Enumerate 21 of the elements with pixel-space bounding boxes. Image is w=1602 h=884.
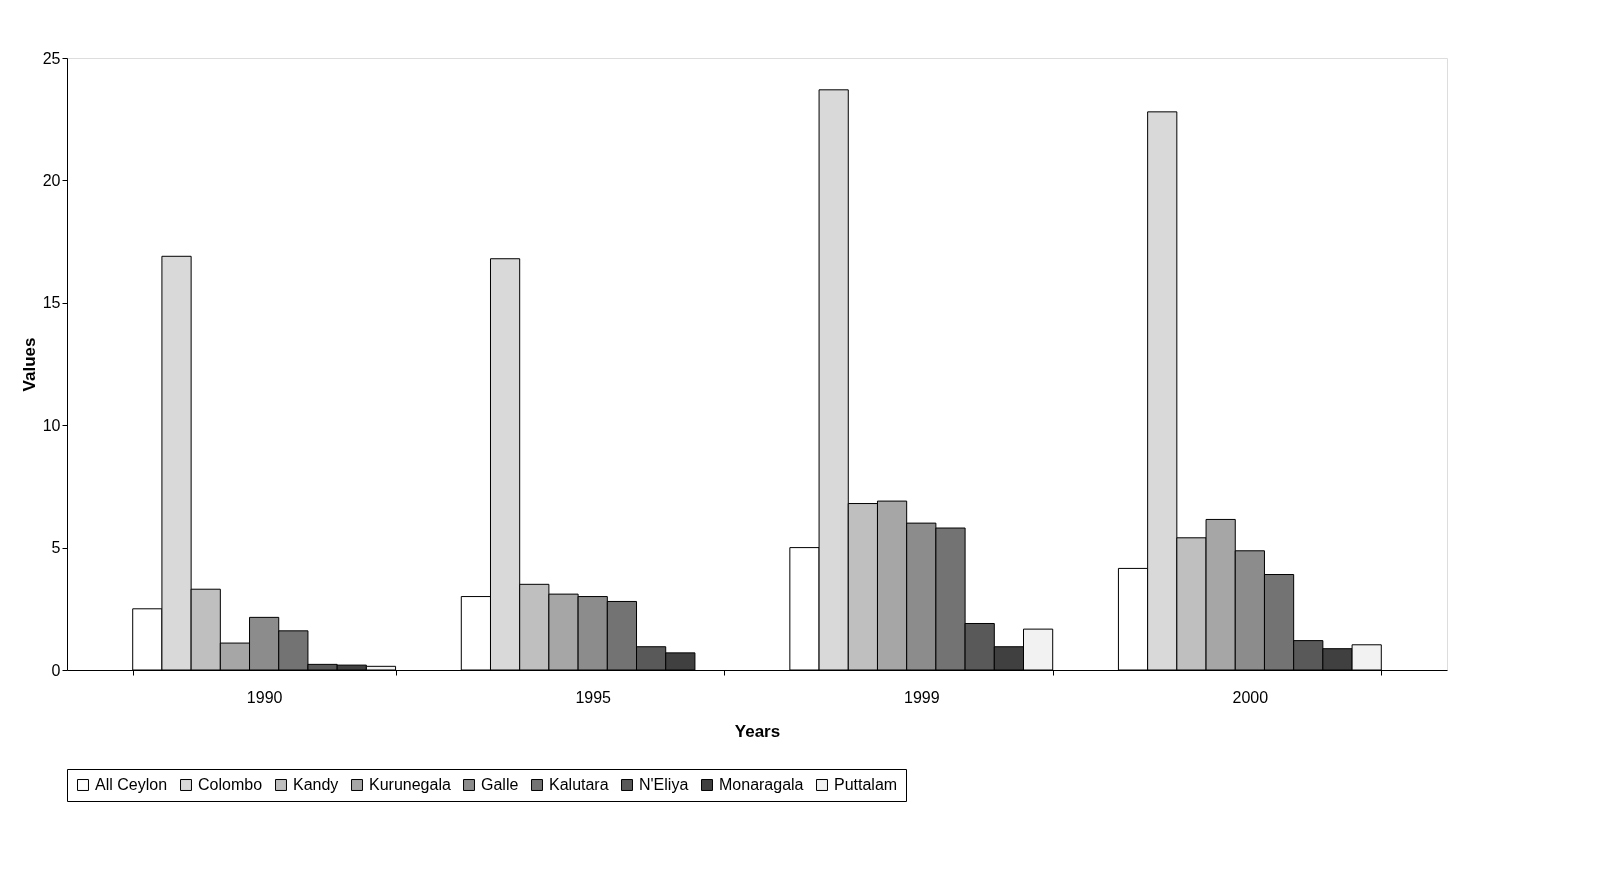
legend-label: Kandy bbox=[293, 776, 339, 793]
y-tick-label: 10 bbox=[42, 416, 61, 434]
legend-label: Monaragala bbox=[719, 776, 804, 793]
legend-label: Galle bbox=[481, 776, 519, 793]
y-tick-label: 5 bbox=[51, 539, 61, 557]
legend-label: All Ceylon bbox=[95, 776, 168, 793]
x-tick-label: 1990 bbox=[246, 688, 283, 706]
y-tick-label: 0 bbox=[51, 661, 61, 679]
legend-label: Kurunegala bbox=[369, 776, 451, 793]
y-tick-label: 20 bbox=[42, 171, 61, 189]
legend-label: Kalutara bbox=[549, 776, 609, 793]
legend-label: Colombo bbox=[198, 776, 263, 793]
x-axis-title: Years bbox=[734, 721, 781, 741]
y-tick-label: 25 bbox=[42, 49, 61, 67]
x-tick-label: 1995 bbox=[575, 688, 612, 706]
y-tick-label: 15 bbox=[42, 294, 61, 312]
x-tick-label: 1999 bbox=[903, 688, 940, 706]
x-tick-label: 2000 bbox=[1232, 688, 1269, 706]
legend-label: Puttalam bbox=[834, 776, 898, 793]
y-axis-title: Values bbox=[19, 337, 39, 392]
legend-label: N'Eliya bbox=[639, 776, 689, 793]
